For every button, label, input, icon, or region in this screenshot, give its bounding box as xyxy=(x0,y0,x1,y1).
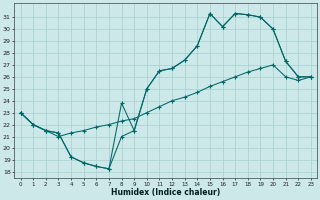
X-axis label: Humidex (Indice chaleur): Humidex (Indice chaleur) xyxy=(111,188,220,197)
